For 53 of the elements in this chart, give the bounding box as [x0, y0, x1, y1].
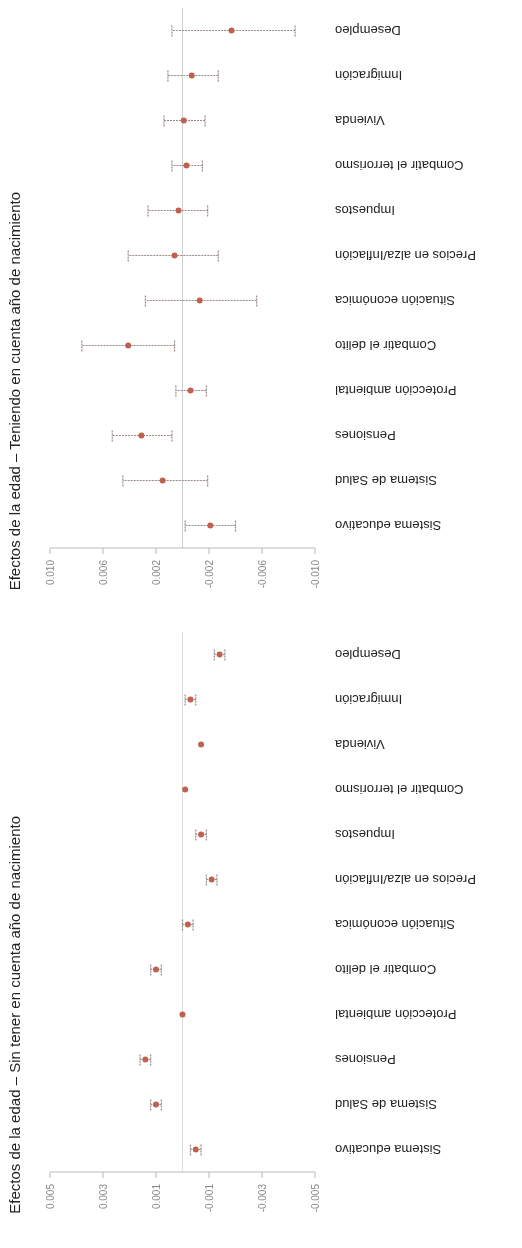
y-tick-label: Sistema educativo [335, 1142, 442, 1157]
y-tick-label: Desempleo [335, 647, 401, 662]
x-tick-label: -0.002 [203, 559, 215, 589]
x-tick-label: -0.006 [256, 559, 268, 589]
y-tick-label: Situación económica [334, 293, 455, 308]
x-tick-label: -0.001 [203, 1183, 215, 1213]
point [196, 297, 203, 304]
y-tick-label: Inmigración [335, 68, 403, 83]
x-tick-label: 0.003 [97, 1183, 109, 1210]
x-tick-label: 0.002 [150, 559, 162, 586]
y-tick-label: Situación económica [334, 917, 455, 932]
y-tick-label: Desempleo [335, 23, 401, 38]
y-tick-label: Sistema de Salud [335, 1097, 437, 1112]
y-tick-label: Pensiones [334, 1052, 396, 1067]
y-tick-label: Precios en alza/Inflación [335, 248, 476, 263]
point [180, 117, 187, 124]
point [182, 786, 189, 793]
y-tick-label: Impuestos [334, 203, 395, 218]
y-tick-label: Vivienda [334, 113, 385, 128]
y-tick-label: Inmigración [335, 692, 403, 707]
y-tick-label: Combatir el terrorismo [335, 782, 464, 797]
point [183, 162, 190, 169]
point [175, 207, 182, 214]
y-tick-label: Impuestos [334, 827, 395, 842]
point [159, 477, 166, 484]
text: Efectos de la edad – Teniendo en cuenta año de nacimiento [6, 191, 23, 590]
point [188, 72, 195, 79]
text: Efectos de la edad – Sin tener en cuenta año de nacimiento [6, 816, 23, 1214]
point [171, 252, 178, 259]
x-tick-label: 0.010 [44, 559, 56, 586]
y-tick-label: Pensiones [334, 428, 396, 443]
x-tick-label: 0.006 [97, 559, 109, 586]
y-tick-label: Protección ambiental [334, 1007, 457, 1022]
point [125, 342, 132, 349]
x-tick-label: -0.010 [309, 559, 321, 589]
point [138, 432, 145, 439]
x-tick-label: 0.005 [44, 1183, 56, 1210]
point [187, 387, 194, 394]
y-tick-label: Vivienda [334, 737, 385, 752]
point [179, 1011, 186, 1018]
point [198, 741, 205, 748]
x-tick-label: -0.005 [309, 1183, 321, 1213]
point [207, 522, 214, 529]
y-tick-label: Combatir el delito [335, 338, 437, 353]
y-tick-label: Combatir el terrorismo [335, 158, 464, 173]
y-tick-label: Precios en alza/Inflación [335, 872, 476, 887]
y-tick-label: Combatir el delito [335, 962, 437, 977]
y-tick-label: Sistema de Salud [335, 473, 437, 488]
point [228, 27, 235, 34]
y-tick-label: Protección ambiental [334, 383, 457, 398]
y-tick-label: Sistema educativo [335, 518, 442, 533]
x-tick-label: 0.001 [150, 1183, 162, 1210]
x-tick-label: -0.003 [256, 1183, 268, 1213]
